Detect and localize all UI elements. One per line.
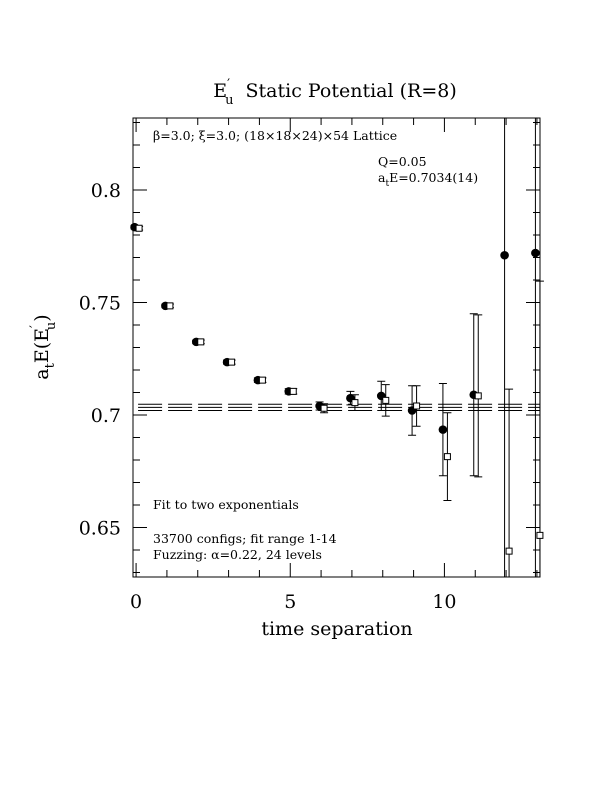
fit-energy-prefix: a — [378, 170, 386, 185]
fit-method-note: Fit to two exponentials — [153, 497, 299, 512]
y-tick-label: 0.8 — [91, 180, 121, 202]
y-axis-title-prefix: a — [31, 368, 53, 379]
y-axis-title-sub1: t — [43, 362, 58, 368]
data-point-square — [166, 302, 174, 310]
data-point-square — [351, 399, 359, 407]
chart-title-main: E — [213, 80, 227, 102]
chart-title-rest: Static Potential (R=8) — [233, 80, 456, 102]
data-point-square — [289, 387, 297, 395]
y-tick-label: 0.7 — [91, 405, 121, 427]
fit-q-note: Q=0.05 — [378, 154, 427, 169]
chart-title: E′ u Static Potential (R=8) — [213, 77, 457, 108]
fit-energy-sub: t — [385, 179, 389, 189]
tick-labels: 0 5 10 0.65 0.7 0.75 0.8 — [79, 180, 457, 613]
data-point-square — [197, 338, 205, 346]
chart-title-sup: ′ — [227, 77, 230, 92]
y-tick-label: 0.75 — [79, 293, 121, 315]
x-tick-label: 0 — [130, 591, 142, 613]
data-point-square — [320, 404, 328, 412]
fit-band — [138, 403, 540, 411]
axis-ticks — [133, 118, 540, 577]
fuzzing-note: Fuzzing: α=0.22, 24 levels — [153, 547, 322, 562]
data-point-square — [382, 396, 390, 404]
data-point-square — [443, 453, 451, 461]
y-axis-title-close: ) — [31, 314, 53, 321]
y-axis-title: atE(E′u) — [28, 314, 59, 379]
data-point-circle — [531, 248, 540, 258]
data-points — [130, 118, 544, 577]
data-point-square — [505, 547, 513, 555]
lattice-note: β=3.0; ξ=3.0; (18×18×24)×54 Lattice — [153, 128, 397, 143]
data-point-square — [228, 358, 236, 366]
fit-energy-note: atE=0.7034(14) — [378, 170, 478, 189]
y-tick-label: 0.65 — [79, 518, 121, 540]
data-point-square — [135, 224, 143, 232]
chart-title-sub: u — [225, 93, 233, 108]
y-axis-title-sub2: u — [44, 322, 59, 330]
data-point-square — [536, 531, 544, 539]
data-point-square — [258, 376, 266, 384]
data-point-circle — [500, 250, 509, 260]
y-axis-title-sup: ′ — [28, 325, 43, 328]
configs-note: 33700 configs; fit range 1-14 — [153, 531, 337, 546]
x-tick-label: 10 — [432, 591, 456, 613]
y-axis-title-main: E(E — [31, 328, 53, 363]
data-point-square — [413, 402, 421, 410]
data-point-circle — [438, 425, 448, 434]
x-axis-title: time separation — [261, 618, 412, 640]
data-point-square — [474, 392, 482, 400]
fit-energy-rest: E=0.7034(14) — [389, 170, 478, 185]
x-tick-label: 5 — [284, 591, 296, 613]
